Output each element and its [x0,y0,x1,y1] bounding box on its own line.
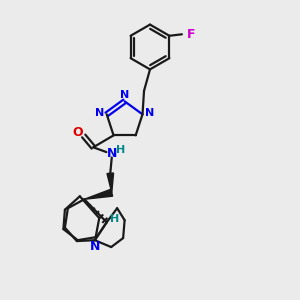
Text: N: N [90,240,100,253]
Text: H: H [116,145,125,155]
Text: N: N [106,147,117,161]
Text: O: O [72,127,83,140]
Text: H: H [110,214,120,224]
Polygon shape [84,189,112,199]
Polygon shape [107,173,114,193]
Text: N: N [146,108,154,118]
Text: N: N [120,90,129,100]
Text: N: N [94,108,104,118]
Text: F: F [187,28,196,41]
